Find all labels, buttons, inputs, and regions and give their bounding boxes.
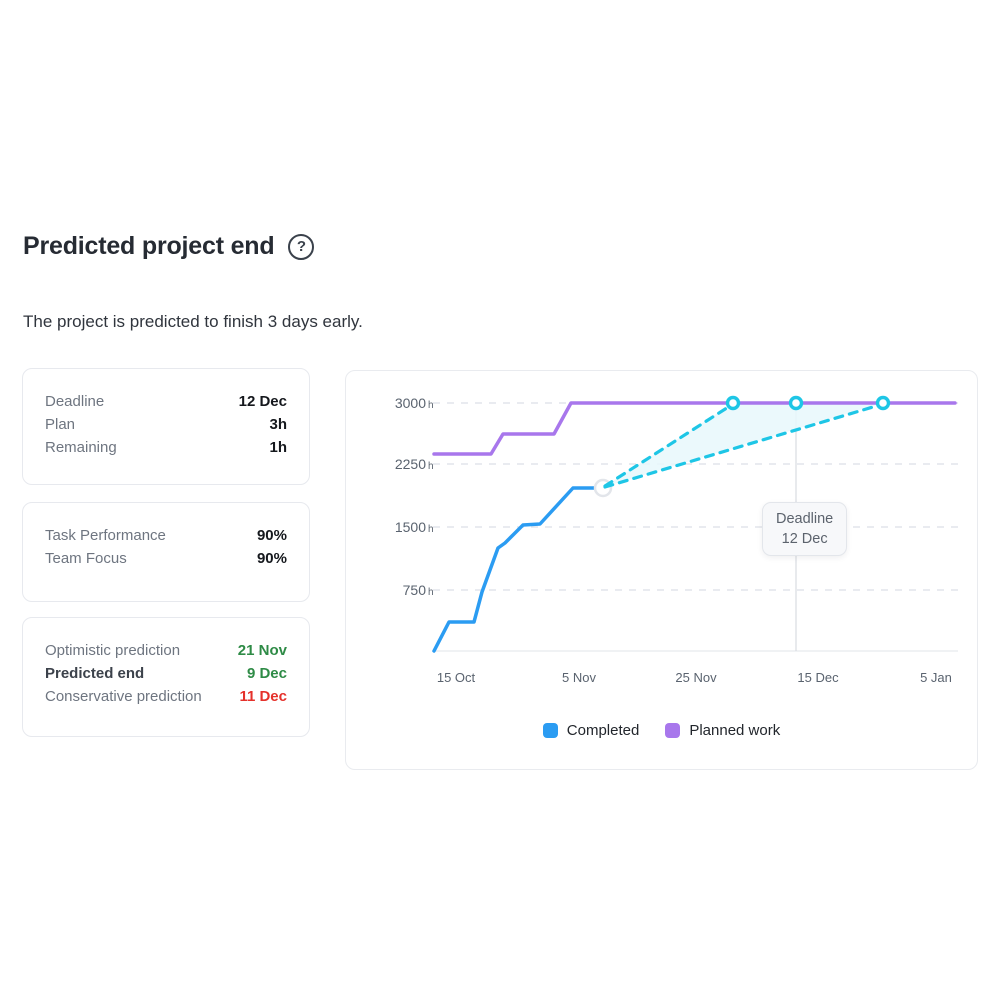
optimistic-prediction-value: 21 Nov — [237, 642, 287, 659]
team-focus-value: 90% — [256, 550, 287, 567]
x-tick-5-jan: 5 Jan — [920, 670, 952, 685]
deadline-tooltip: Deadline 12 Dec — [762, 502, 848, 556]
planned-work-swatch-icon — [665, 723, 681, 738]
predicted-end-marker[interactable] — [788, 395, 804, 411]
plan-row: Plan 3h — [45, 413, 287, 436]
predicted-end-row: Predicted end 9 Dec — [45, 662, 287, 685]
team-focus-row: Team Focus 90% — [45, 547, 287, 570]
x-axis-labels: 15 Oct 5 Nov 25 Nov 15 Dec 5 Jan — [437, 670, 952, 685]
deadline-tooltip-title: Deadline — [776, 511, 834, 527]
schedule-card: Deadline 12 Dec Plan 3h Remaining 1h — [22, 368, 310, 485]
y-tick-1500-unit: h — [428, 524, 434, 535]
team-focus-label: Team Focus — [45, 550, 127, 567]
y-tick-750-unit: h — [428, 587, 434, 598]
conservative-prediction-label: Conservative prediction — [45, 688, 202, 705]
burnup-chart-card: 3000 h 2250 h 1500 h 750 h 15 Oct 5 Nov … — [345, 370, 978, 770]
remaining-label: Remaining — [45, 439, 117, 456]
performance-card: Task Performance 90% Team Focus 90% — [22, 502, 310, 602]
deadline-label: Deadline — [45, 393, 105, 410]
prediction-summary: The project is predicted to finish 3 day… — [23, 312, 363, 331]
legend-planned-work-label: Planned work — [689, 722, 781, 739]
y-tick-3000-unit: h — [428, 400, 434, 411]
remaining-value: 1h — [269, 439, 287, 456]
plan-value: 3h — [269, 416, 287, 433]
conservative-end-marker[interactable] — [875, 395, 891, 411]
task-performance-value: 90% — [256, 527, 287, 544]
legend-item-completed[interactable]: Completed — [542, 722, 640, 739]
y-tick-3000: 3000 — [395, 395, 426, 411]
deadline-value: 12 Dec — [238, 393, 287, 410]
predictions-card: Optimistic prediction 21 Nov Predicted e… — [22, 617, 310, 737]
help-icon[interactable]: ? — [288, 233, 315, 260]
task-performance-label: Task Performance — [45, 527, 166, 544]
completed-swatch-icon — [542, 723, 558, 738]
y-tick-2250-unit: h — [428, 461, 434, 472]
planned-work-line — [432, 401, 957, 456]
x-tick-15-dec: 15 Dec — [797, 670, 839, 685]
legend-item-planned-work[interactable]: Planned work — [665, 722, 780, 739]
predicted-end-value: 9 Dec — [246, 665, 287, 682]
y-axis-labels: 3000 h 2250 h 1500 h 750 h — [395, 395, 434, 598]
optimistic-end-marker[interactable] — [725, 395, 741, 411]
predicted-end-label: Predicted end — [45, 665, 145, 682]
conservative-prediction-line — [603, 402, 885, 489]
optimistic-prediction-label: Optimistic prediction — [45, 642, 181, 659]
completed-line — [432, 486, 604, 653]
deadline-tooltip-date: 12 Dec — [781, 531, 828, 547]
conservative-prediction-value: 11 Dec — [239, 688, 287, 705]
x-tick-5-nov: 5 Nov — [562, 670, 596, 685]
legend-completed-label: Completed — [566, 722, 640, 739]
conservative-prediction-row: Conservative prediction 11 Dec — [45, 685, 287, 708]
task-performance-row: Task Performance 90% — [45, 524, 287, 547]
deadline-row: Deadline 12 Dec — [45, 390, 287, 413]
x-tick-25-nov: 25 Nov — [675, 670, 717, 685]
header: Predicted project end ? — [23, 232, 315, 261]
y-tick-1500: 1500 — [395, 519, 426, 535]
burnup-chart: 3000 h 2250 h 1500 h 750 h 15 Oct 5 Nov … — [395, 395, 958, 685]
plan-label: Plan — [45, 416, 76, 433]
y-tick-750: 750 — [403, 582, 427, 598]
optimistic-prediction-row: Optimistic prediction 21 Nov — [45, 639, 287, 662]
chart-legend: Completed Planned work — [346, 722, 977, 739]
optimistic-prediction-line — [603, 402, 735, 488]
page-title: Predicted project end — [23, 232, 275, 260]
y-tick-2250: 2250 — [395, 456, 426, 472]
x-tick-15-oct: 15 Oct — [437, 670, 476, 685]
remaining-row: Remaining 1h — [45, 436, 287, 459]
